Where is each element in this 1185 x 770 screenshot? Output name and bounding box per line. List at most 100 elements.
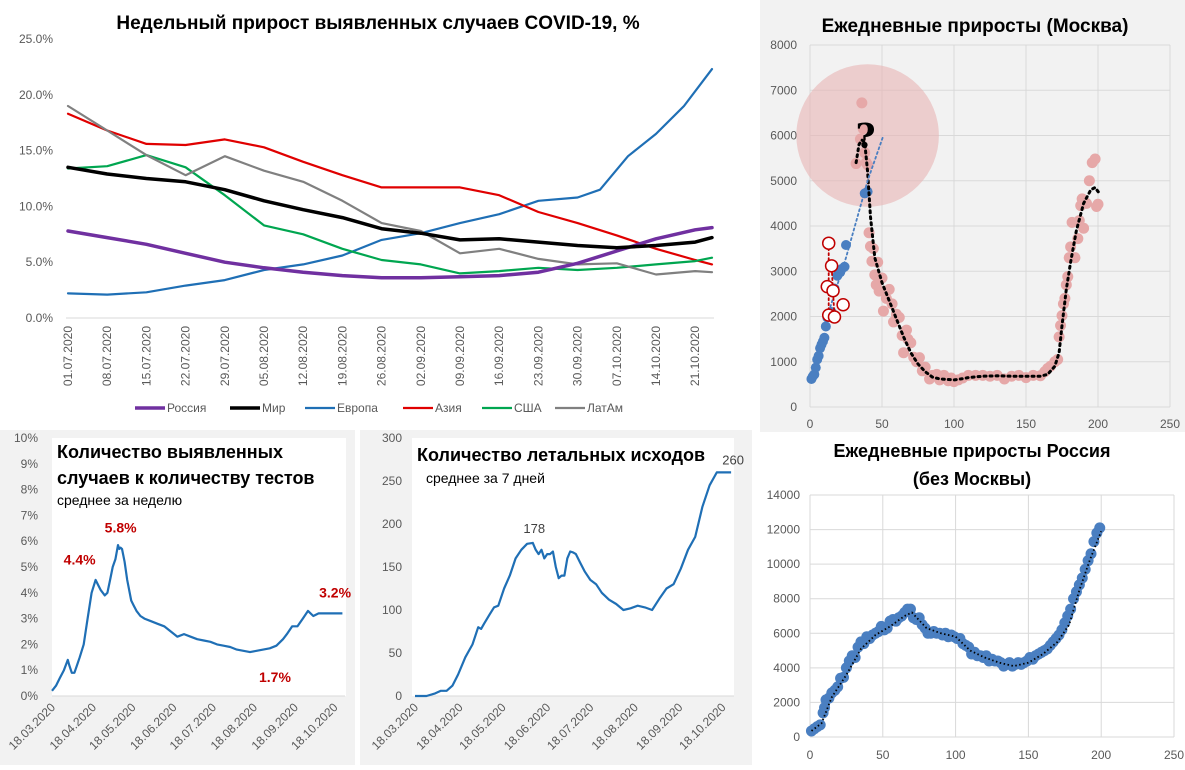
series-line-Азия [66,112,714,266]
x-tick-label: 26.08.2020 [375,326,389,386]
series-line [415,471,732,698]
x-tick-label: 23.09.2020 [531,326,545,386]
series-line-Мир [66,165,714,250]
y-tick-label: 5% [21,560,39,574]
positivity-chart: Количество выявленных случаев к количест… [6,431,352,753]
chart-title-line1: Ежедневные приросты Россия [834,441,1111,461]
x-tick-label: 250 [1160,417,1180,431]
series-line [51,543,343,692]
chart-title-line2: (без Москвы) [913,469,1031,489]
trendline [810,530,1103,732]
legend-label: Европа [337,401,378,415]
y-tick-label: 25.0% [19,32,53,46]
x-tick-label: 02.09.2020 [414,326,428,386]
outlier-point [836,297,850,312]
y-tick-label: 3% [21,612,39,626]
chart-subtitle: среднее за неделю [57,492,182,508]
y-tick-label: 4000 [770,219,797,233]
y-tick-label: 0 [395,689,402,703]
x-tick-label: 18.10.2020 [676,700,729,753]
legend-label: США [514,401,542,415]
y-tick-label: 12000 [767,523,801,537]
russia-scatter-chart: Ежедневные приросты Россия (без Москвы) … [767,441,1185,762]
data-label: 1.7% [259,669,291,685]
data-point [873,285,885,297]
highlight-circle [796,64,939,207]
moscow-scatter-chart: Ежедневные приросты (Москва) 0 1000 2000 30… [770,16,1180,431]
data-point [900,324,912,336]
data-point [1088,536,1100,548]
x-tick-label: 21.10.2020 [688,326,702,386]
data-point [1085,548,1097,560]
data-point [813,350,824,361]
y-tick-label: 2000 [770,310,797,324]
series-line-США [66,154,714,275]
y-tick-label: 10.0% [19,199,53,213]
y-tick-label: 8000 [773,592,800,606]
chart-title-line2: случаев к количеству тестов [57,468,315,488]
data-point [1078,222,1090,234]
x-tick-label: 18.07.2020 [544,700,597,753]
x-tick-label: 18.05.2020 [456,700,509,753]
y-tick-label: 6000 [770,129,797,143]
outlier-point [824,259,839,273]
deaths-panel: Количество летальных исходов среднее за … [360,430,752,765]
y-tick-label: 0% [21,689,39,703]
data-point [1079,563,1091,575]
y-tick-label: 7000 [770,83,797,97]
y-tick-label: 3000 [770,264,797,278]
data-point [1076,572,1088,584]
data-point [856,97,868,109]
y-tick-label: 10% [14,431,38,445]
data-point [904,603,916,615]
y-tick-label: 5.0% [26,255,54,269]
data-point [814,719,826,731]
data-label: 260 [722,452,744,467]
x-tick-label: 16.09.2020 [492,326,506,386]
data-point [1089,153,1101,165]
data-label: 5.8% [105,519,137,535]
y-tick-label: 1000 [770,355,797,369]
y-tick-label: 0 [790,400,797,414]
x-tick-label: 05.08.2020 [257,326,271,386]
positivity-panel: Количество выявленных случаев к количест… [0,430,355,765]
y-tick-label: 300 [382,431,402,445]
y-tick-label: 0.0% [26,311,54,325]
data-point [857,123,869,135]
y-tick-label: 1% [21,663,39,677]
x-tick-label: 08.07.2020 [100,326,114,386]
x-tick-label: 15.07.2020 [139,326,153,386]
x-tick-label: 29.07.2020 [218,326,232,386]
x-tick-label: 18.03.2020 [369,700,422,753]
legend-label: Мир [262,401,286,415]
y-tick-label: 8000 [770,38,797,52]
data-label: 178 [523,521,545,536]
x-tick-label: 01.07.2020 [61,326,75,386]
y-tick-label: 150 [382,560,402,574]
chart-title: Ежедневные приросты (Москва) [822,16,1129,37]
data-point [819,332,830,343]
data-label: 4.4% [64,551,96,567]
y-tick-label: 2000 [773,695,800,709]
x-tick-label: 200 [1088,417,1108,431]
trendline [854,137,1101,382]
question-mark-annotation: ? [856,117,876,157]
outlier-point [826,283,840,298]
data-point [1065,603,1077,615]
data-point [898,347,910,359]
outlier-point [821,236,836,250]
y-tick-label: 10000 [767,557,801,571]
data-point [837,671,849,683]
x-tick-label: 200 [1091,748,1111,762]
y-tick-label: 0 [793,730,800,744]
deaths-chart: Количество летальных исходов среднее за … [369,431,744,753]
x-tick-label: 50 [876,748,890,762]
russia-panel: Ежедневные приросты Россия (без Москвы) … [757,432,1185,765]
y-tick-label: 250 [382,474,402,488]
x-tick-label: 0 [807,748,814,762]
x-tick-label: 14.10.2020 [649,326,663,386]
y-tick-label: 50 [389,646,403,660]
x-tick-label: 09.09.2020 [453,326,467,386]
data-point [1092,198,1104,210]
x-tick-label: 19.08.2020 [335,326,349,386]
